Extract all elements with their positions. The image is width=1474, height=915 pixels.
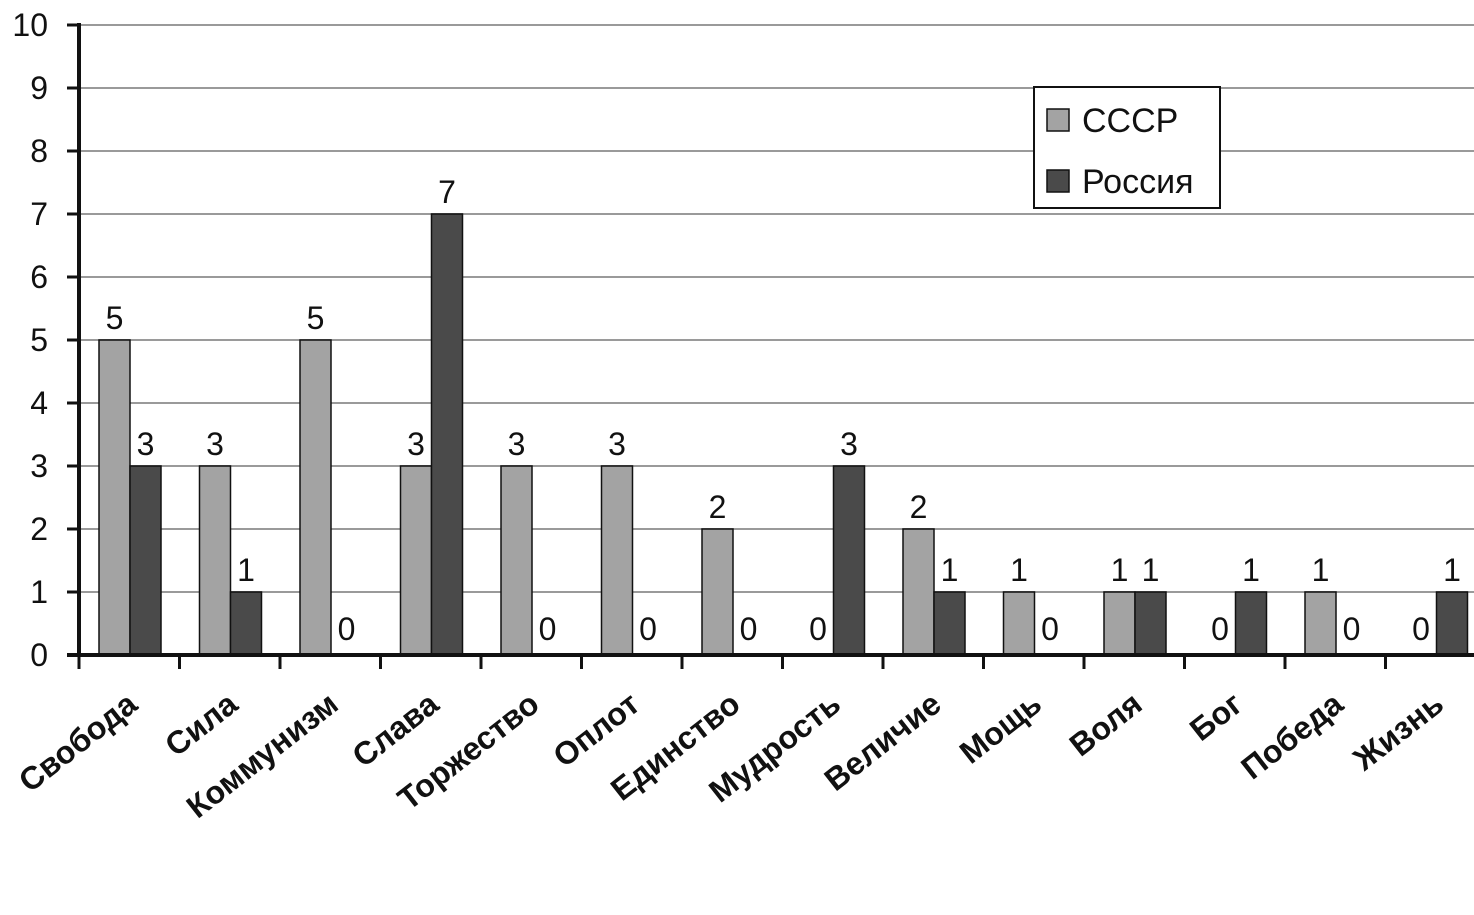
- bar-russia: [832, 465, 866, 656]
- bar-ussr: [600, 465, 634, 656]
- bars: [98, 213, 1469, 656]
- data-label-ussr: 3: [608, 426, 626, 462]
- y-tick-label: 5: [30, 322, 48, 358]
- category-label: Бог: [1183, 685, 1249, 748]
- bar-russia: [933, 591, 966, 656]
- data-label-ussr: 0: [1211, 611, 1229, 647]
- data-label-ussr: 5: [106, 300, 124, 336]
- y-tick-label: 1: [30, 574, 48, 610]
- y-tick-label: 4: [30, 385, 48, 421]
- bar-russia: [1435, 591, 1469, 656]
- category-label: Сила: [158, 685, 244, 763]
- bar-ussr: [902, 528, 935, 656]
- data-label-ussr: 1: [1312, 552, 1330, 588]
- legend-swatch-russia: [1046, 169, 1070, 193]
- data-label-russia: 1: [1242, 552, 1260, 588]
- data-label-ussr: 3: [508, 426, 526, 462]
- bar-ussr: [1304, 591, 1337, 656]
- y-tick-label: 9: [30, 70, 48, 106]
- y-tick-labels: 0 1 2 3 4 5 6 7 8 9 10: [12, 7, 48, 673]
- data-label-russia: 1: [1443, 552, 1461, 588]
- data-label-russia: 1: [941, 552, 959, 588]
- category-label: Победа: [1234, 685, 1349, 786]
- bar-ussr: [500, 465, 533, 656]
- category-label: Свобода: [12, 685, 144, 799]
- bar-russia: [430, 213, 464, 656]
- bar-ussr: [701, 528, 734, 656]
- y-tick-label: 8: [30, 133, 48, 169]
- data-label-ussr: 0: [809, 611, 827, 647]
- legend-label-ussr: СССР: [1082, 102, 1178, 140]
- bar-ussr: [198, 465, 232, 656]
- legend-label-russia: Россия: [1082, 163, 1194, 201]
- bar-ussr: [299, 339, 332, 656]
- legend-swatch-ussr: [1046, 108, 1070, 132]
- data-label-ussr: 2: [709, 489, 727, 525]
- data-label-ussr: 3: [206, 426, 224, 462]
- data-label-russia: 7: [438, 174, 456, 210]
- bar-ussr: [399, 465, 433, 656]
- legend: СССР Россия: [1033, 86, 1221, 209]
- data-label-russia: 0: [740, 611, 758, 647]
- y-tick-label: 0: [30, 637, 48, 673]
- bar-ussr: [1103, 591, 1136, 656]
- data-label-ussr: 5: [307, 300, 325, 336]
- category-label: Мощь: [953, 685, 1048, 771]
- y-tick-label: 7: [30, 196, 48, 232]
- data-label-russia: 0: [1343, 611, 1361, 647]
- bar-ussr: [98, 339, 131, 656]
- bar-russia: [1134, 591, 1167, 656]
- data-label-russia: 3: [137, 426, 155, 462]
- y-tick-label: 2: [30, 511, 48, 547]
- data-label-russia: 1: [1142, 552, 1160, 588]
- bar-russia: [1234, 591, 1268, 656]
- bar-russia: [229, 591, 263, 656]
- data-label-russia: 1: [237, 552, 255, 588]
- data-label-ussr: 2: [910, 489, 928, 525]
- gridlines: [79, 24, 1474, 593]
- bar-russia: [129, 465, 162, 656]
- data-label-ussr: 1: [1010, 552, 1028, 588]
- data-label-ussr: 3: [407, 426, 425, 462]
- data-label-russia: 0: [338, 611, 356, 647]
- axes: [67, 23, 1474, 669]
- y-tick-label: 10: [12, 7, 48, 43]
- data-label-russia: 3: [840, 426, 858, 462]
- data-label-russia: 0: [1041, 611, 1059, 647]
- data-label-russia: 0: [639, 611, 657, 647]
- data-label-ussr: 1: [1111, 552, 1129, 588]
- data-label-russia: 0: [539, 611, 557, 647]
- bar-ussr: [1002, 591, 1036, 656]
- data-label-ussr: 0: [1412, 611, 1430, 647]
- category-label: Жизнь: [1346, 685, 1451, 778]
- category-label: Воля: [1063, 685, 1149, 763]
- y-tick-label: 6: [30, 259, 48, 295]
- y-tick-label: 3: [30, 448, 48, 484]
